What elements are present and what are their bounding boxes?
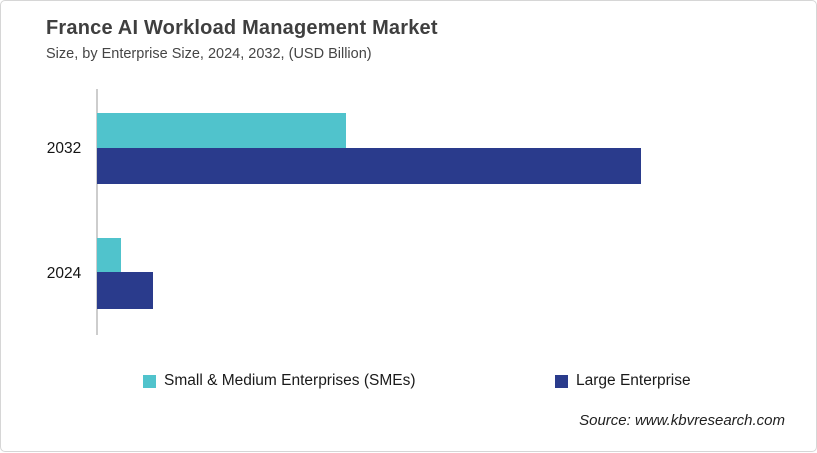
bar-large-2024 xyxy=(97,272,153,309)
category-label-2032: 2032 xyxy=(46,139,82,157)
bar-sme-2024 xyxy=(97,238,121,272)
legend-label: Large Enterprise xyxy=(576,372,691,389)
bar-large-2032 xyxy=(97,148,641,184)
legend-item-large: Large Enterprise xyxy=(555,369,691,393)
category-label-2024: 2024 xyxy=(46,264,82,282)
legend-label: Small & Medium Enterprises (SMEs) xyxy=(164,372,416,389)
bar-sme-2032 xyxy=(97,113,346,148)
legend-item-sme: Small & Medium Enterprises (SMEs) xyxy=(143,369,416,393)
source-text: Source: www.kbvresearch.com xyxy=(579,412,785,429)
legend-swatch-icon xyxy=(143,374,156,388)
legend-swatch-icon xyxy=(555,374,568,388)
chart-subtitle: Size, by Enterprise Size, 2024, 2032, (U… xyxy=(46,46,372,62)
y-axis-line xyxy=(96,89,98,335)
chart-title: France AI Workload Management Market xyxy=(46,17,438,39)
